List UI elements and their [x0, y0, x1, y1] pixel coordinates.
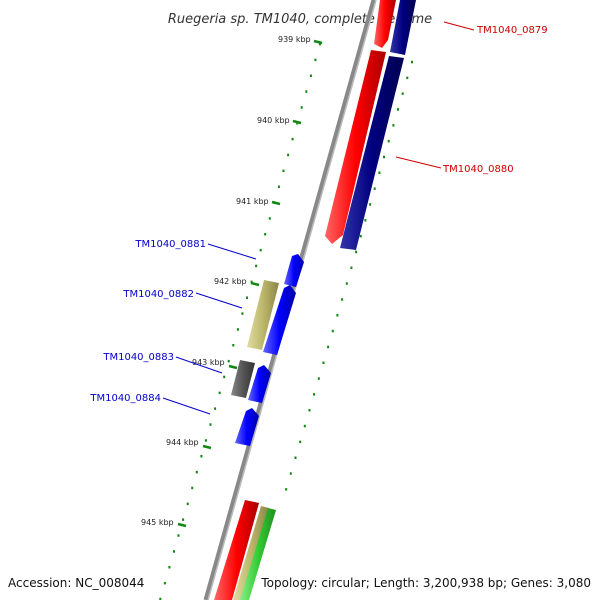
- cds-feature-0883-blue[interactable]: [248, 365, 271, 403]
- inner-tick-track: [285, 60, 413, 491]
- cds-feature-0879-red[interactable]: [374, 0, 396, 48]
- cds-feature-bottom-green[interactable]: [240, 508, 276, 600]
- kbp-ruler-major-ticks: [177, 39, 323, 528]
- cds-feature-0879-navy[interactable]: [390, 0, 416, 55]
- cds-feature-0882-tan[interactable]: [247, 280, 279, 350]
- accession-text: Accession: NC_008044: [8, 576, 144, 590]
- label-leader-lines: [162, 21, 475, 415]
- gene-label-0883[interactable]: TM1040_0883: [102, 352, 174, 363]
- gene-labels: TM1040_0879 TM1040_0880 TM1040_0881 TM10…: [89, 25, 547, 404]
- gene-label-0881[interactable]: TM1040_0881: [134, 239, 206, 250]
- gene-label-0879[interactable]: TM1040_0879: [476, 25, 548, 36]
- tick-label-943: 943 kbp: [192, 358, 225, 367]
- genome-summary-text: Topology: circular; Length: 3,200,938 bp…: [260, 576, 591, 590]
- gene-label-0880[interactable]: TM1040_0880: [442, 164, 514, 175]
- tick-label-945: 945 kbp: [141, 518, 174, 527]
- cds-feature-0882[interactable]: [263, 285, 296, 355]
- tick-label-942: 942 kbp: [214, 277, 247, 286]
- tick-label-941: 941 kbp: [236, 197, 269, 206]
- gene-label-0884[interactable]: TM1040_0884: [89, 393, 161, 404]
- cds-feature-0883[interactable]: [231, 360, 255, 398]
- cds-feature-0881[interactable]: [284, 254, 304, 287]
- cds-feature-0880-navy[interactable]: [340, 56, 404, 250]
- tick-label-940: 940 kbp: [257, 116, 290, 125]
- tick-label-944: 944 kbp: [166, 438, 199, 447]
- cds-feature-0880-red[interactable]: [325, 50, 386, 244]
- tick-label-939: 939 kbp: [278, 35, 311, 44]
- cds-feature-bottom-red[interactable]: [214, 500, 259, 600]
- cds-feature-0884[interactable]: [235, 408, 259, 446]
- kbp-ruler-labels: 939 kbp 940 kbp 941 kbp 942 kbp 943 kbp …: [141, 35, 311, 527]
- cds-feature-bottom-tan[interactable]: [233, 506, 269, 600]
- gene-label-0882[interactable]: TM1040_0882: [122, 289, 194, 300]
